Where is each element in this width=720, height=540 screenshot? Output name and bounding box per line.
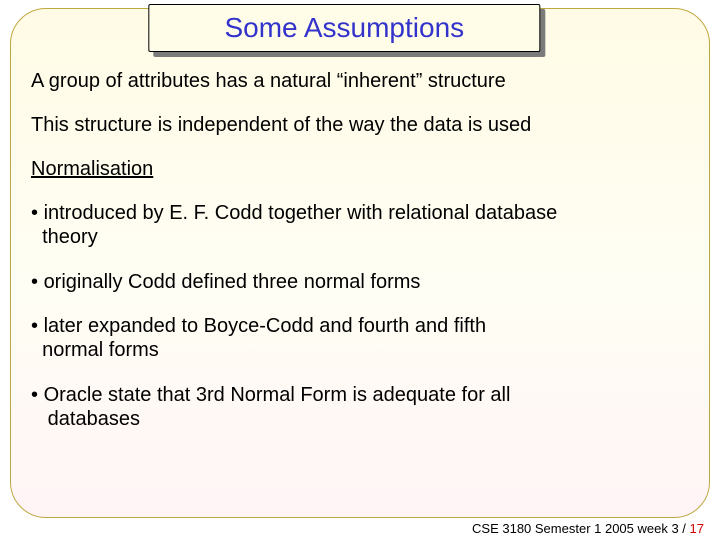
title-box: Some Assumptions — [148, 4, 540, 52]
slide-frame: Some Assumptions A group of attributes h… — [10, 8, 710, 518]
slide-body: A group of attributes has a natural “inh… — [31, 69, 691, 452]
bullet-marker: • — [31, 271, 44, 293]
bullet-item: • Oracle state that 3rd Normal Form is a… — [31, 383, 691, 432]
slide-title: Some Assumptions — [224, 12, 464, 44]
bullet-marker: • — [31, 315, 44, 337]
bullet-marker: • — [31, 202, 44, 224]
slide-footer: CSE 3180 Semester 1 2005 week 3 / 17 — [472, 521, 704, 536]
bullet-text: originally Codd defined three normal for… — [44, 271, 421, 293]
intro-line-1: A group of attributes has a natural “inh… — [31, 69, 691, 93]
bullet-item: • introduced by E. F. Codd together with… — [31, 201, 691, 250]
bullet-item: • originally Codd defined three normal f… — [31, 270, 691, 294]
footer-text: CSE 3180 Semester 1 2005 week 3 / — [472, 521, 686, 536]
bullet-item: • later expanded to Boyce-Codd and fourt… — [31, 314, 691, 363]
page-number: 17 — [686, 521, 704, 536]
bullet-marker: • — [31, 384, 44, 406]
intro-line-2: This structure is independent of the way… — [31, 113, 691, 137]
section-heading: Normalisation — [31, 158, 691, 181]
title-box-face: Some Assumptions — [148, 4, 540, 52]
